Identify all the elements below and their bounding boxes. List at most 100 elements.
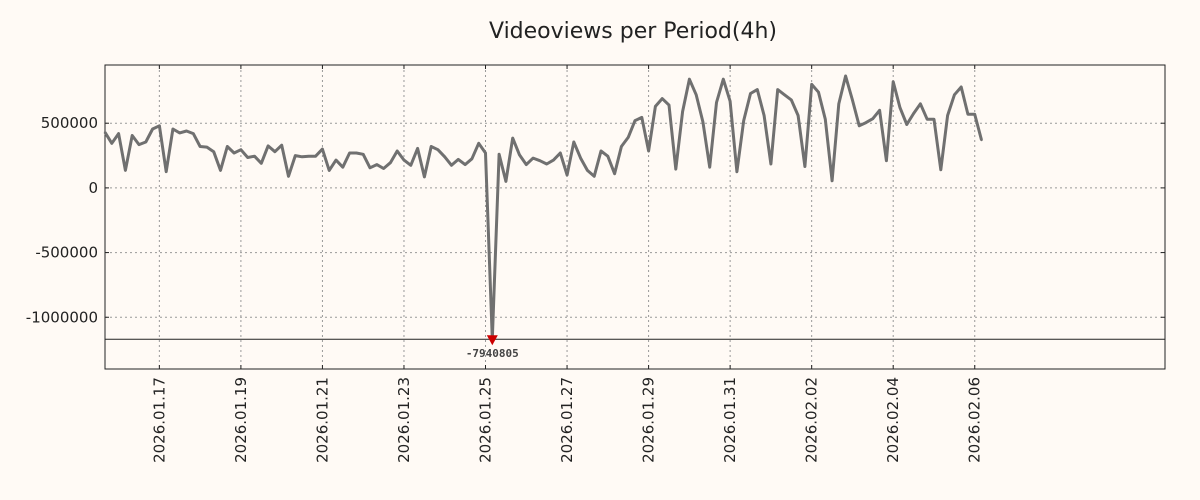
series-line-videoviews [103, 74, 983, 341]
data-point [300, 155, 304, 159]
data-point [722, 78, 725, 81]
data-point [484, 151, 487, 155]
data-point [790, 98, 793, 102]
data-point [395, 149, 399, 153]
min-value-label: -7940805 [466, 347, 519, 360]
data-point [328, 169, 331, 172]
data-point [538, 159, 542, 162]
data-point [198, 145, 202, 148]
data-point [389, 161, 392, 164]
data-point [511, 136, 514, 140]
data-point [654, 105, 657, 108]
data-point [769, 162, 773, 166]
data-point [599, 149, 603, 153]
data-point [572, 140, 576, 144]
data-point [321, 147, 324, 151]
data-point [314, 155, 317, 158]
data-point [185, 129, 188, 133]
series-points [103, 74, 983, 341]
data-point [694, 93, 698, 96]
data-point [436, 148, 440, 151]
data-point [864, 121, 868, 124]
data-point [966, 112, 970, 116]
data-point [980, 138, 983, 142]
x-tick-label: 2026.02.06 [966, 377, 984, 463]
data-point [164, 170, 168, 173]
data-point [103, 131, 107, 134]
data-point [667, 103, 671, 107]
data-point [375, 163, 378, 166]
data-point [497, 153, 501, 156]
x-tick-label: 2026.01.21 [313, 377, 331, 463]
data-point [925, 118, 929, 121]
x-tick-label: 2026.01.31 [721, 377, 739, 463]
data-point [905, 123, 908, 126]
data-point [280, 144, 283, 147]
data-point [735, 170, 739, 173]
data-point [565, 173, 569, 177]
data-point [946, 114, 949, 117]
data-point [912, 112, 915, 115]
y-axis: 500000 0 -500000 -1000000 [26, 114, 1165, 326]
data-point [939, 168, 942, 171]
data-point [837, 102, 841, 106]
data-point [443, 155, 446, 159]
data-point [871, 117, 875, 120]
data-point [124, 169, 127, 172]
data-point [606, 155, 610, 158]
x-tick-label: 2026.01.23 [395, 377, 413, 463]
data-point [627, 136, 630, 139]
data-point [334, 158, 338, 162]
data-point [858, 124, 861, 128]
x-tick-label: 2026.02.04 [884, 377, 902, 463]
data-point [749, 92, 752, 95]
data-point [368, 166, 372, 170]
data-point [457, 158, 460, 161]
data-point [844, 74, 847, 78]
x-tick-label: 2026.01.25 [477, 377, 495, 463]
data-point [239, 148, 243, 151]
data-point [586, 169, 589, 172]
data-point [681, 110, 684, 113]
data-point [110, 142, 113, 145]
data-point [803, 165, 807, 168]
x-tick-label: 2026.01.19 [232, 377, 250, 463]
data-point [783, 93, 786, 96]
data-point [973, 112, 976, 116]
data-point [362, 153, 365, 156]
data-point [824, 118, 827, 121]
data-point [518, 153, 521, 157]
data-point [796, 114, 800, 117]
data-point [817, 90, 820, 94]
data-point [810, 83, 813, 86]
data-point [878, 109, 881, 112]
data-point [348, 151, 351, 155]
data-point [728, 100, 732, 103]
y-tick-label: -1000000 [26, 308, 98, 326]
data-point [355, 151, 358, 155]
data-point [137, 143, 141, 146]
data-point [212, 150, 215, 153]
data-point [830, 179, 834, 182]
data-point [504, 180, 508, 183]
x-tick-label: 2026.01.29 [640, 377, 658, 463]
data-point [892, 80, 895, 84]
data-point [851, 98, 854, 102]
x-tick-label: 2026.01.27 [558, 377, 576, 463]
data-point [470, 157, 474, 160]
data-point [382, 167, 385, 170]
data-point [660, 97, 664, 100]
data-point [341, 165, 345, 169]
y-tick-label: 0 [88, 179, 98, 197]
data-point [688, 78, 691, 81]
data-point [647, 149, 650, 153]
data-point [593, 175, 596, 178]
data-point [701, 120, 705, 124]
data-point [552, 158, 555, 162]
data-point [613, 172, 616, 175]
data-point [674, 167, 677, 171]
data-point [232, 151, 236, 155]
data-point [151, 127, 154, 131]
data-point [294, 154, 297, 157]
